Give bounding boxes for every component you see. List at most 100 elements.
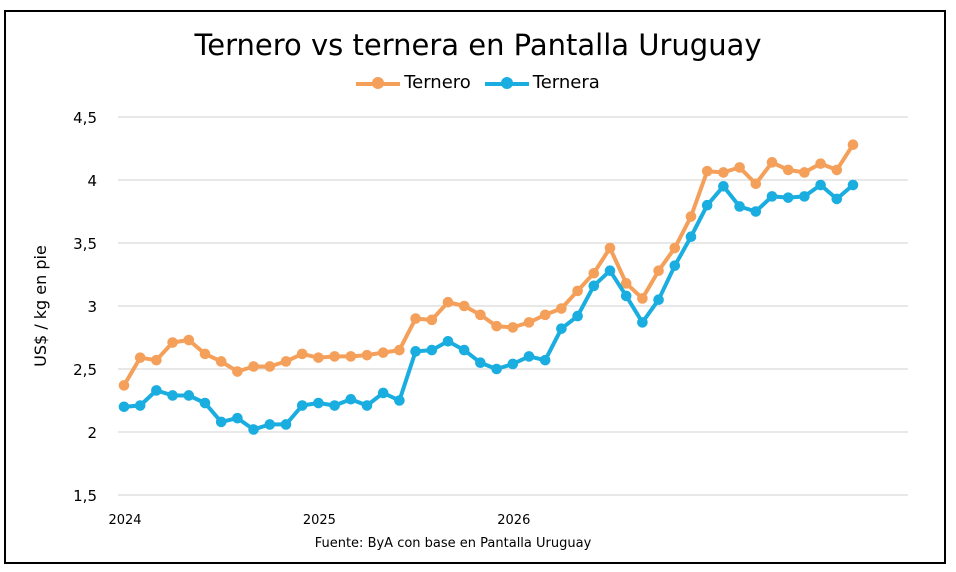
data-point-ternera [815,179,826,191]
data-point-ternera [669,260,681,271]
data-point-ternera [199,397,211,409]
data-point-ternero [313,352,324,363]
data-point-ternera [118,401,130,413]
data-point-ternero [377,347,389,358]
chart-legend: Ternero Ternera [0,72,956,93]
data-point-ternero [410,313,421,324]
data-point-ternero [507,322,519,333]
data-point-ternero [572,285,583,297]
data-point-ternera [637,317,648,328]
data-point-ternera [734,201,745,212]
data-point-ternera [183,390,195,401]
data-point-ternero [815,158,826,169]
data-point-ternera [313,397,324,409]
data-point-ternero [556,303,567,314]
data-point-ternero [539,309,551,321]
legend-label-ternero: Ternero [404,72,471,93]
data-point-ternera [572,310,583,322]
data-point-ternera [280,419,292,430]
data-point-ternero [637,293,648,304]
y-tick-label: 4,5 [73,109,97,127]
chart-source-note: Fuente: ByA con base en Pantalla Uruguay [314,536,592,551]
data-point-ternero [734,162,745,173]
data-point-ternera [426,344,438,356]
legend-marker-ternera [484,76,529,89]
y-tick-label: 3,5 [73,235,97,253]
x-tick-label: 2025 [303,513,336,528]
chart-frame [4,10,946,564]
data-point-ternero [653,265,664,277]
y-axis-label: US$ / kg en pie [31,245,50,367]
data-point-ternero [669,242,681,254]
data-point-ternero [442,296,454,308]
y-tick-label: 1,5 [73,487,97,505]
data-point-ternera [377,387,389,399]
data-point-ternero [475,309,486,321]
x-tick-label: 2026 [497,513,530,528]
data-point-ternero [620,278,632,289]
y-tick-label: 3 [87,298,97,316]
data-point-ternera [296,400,308,411]
data-point-ternero [604,242,616,254]
data-point-ternera [215,416,227,428]
data-point-ternero [199,348,211,360]
data-point-ternero [523,317,535,328]
y-tick-label: 4 [87,172,97,190]
data-point-ternera [329,400,340,411]
data-point-ternera [588,280,600,292]
data-point-ternera [799,191,810,202]
legend-item-ternero: Ternero [356,72,471,93]
data-point-ternera [345,393,357,405]
chart-title: Ternero vs ternera en Pantalla Uruguay [194,28,762,62]
data-point-ternera [248,424,259,435]
data-point-ternera [523,351,535,362]
data-point-ternero [458,300,470,312]
data-point-ternera [442,335,454,347]
data-point-ternero [345,351,357,362]
data-point-ternero [248,361,259,372]
data-point-ternero [701,165,713,177]
legend-marker-ternero [356,76,401,89]
series-line-ternero [122,142,855,388]
data-point-ternero [296,348,308,360]
data-point-ternero [750,178,762,190]
data-point-ternero [232,366,243,377]
data-point-ternera [167,390,178,401]
legend-label-ternera: Ternera [532,72,600,93]
data-point-ternero [831,164,843,176]
data-point-ternera [539,354,551,366]
x-tick-label: 2024 [108,513,141,528]
data-point-ternero [491,320,502,332]
data-point-ternero [118,380,130,391]
data-point-ternero [151,354,162,366]
data-point-ternera [847,179,859,191]
data-point-ternera [718,181,729,192]
data-point-ternero [847,139,859,151]
data-point-ternera [264,419,276,430]
data-point-ternera [151,385,162,396]
data-point-ternera [475,357,486,369]
data-point-ternero [167,337,178,348]
data-point-ternero [280,356,292,367]
data-point-ternero [394,344,405,356]
y-tick-label: 2 [87,424,97,442]
data-point-ternera [134,400,146,411]
data-point-ternero [264,361,276,372]
data-point-ternera [782,192,794,203]
data-point-ternera [507,358,519,370]
data-point-ternero [799,167,810,178]
data-point-ternera [685,231,697,242]
y-tick-label: 2,5 [73,361,97,379]
data-point-ternero [588,267,600,279]
data-point-ternero [782,164,794,176]
data-point-ternera [604,265,616,277]
data-point-ternero [361,349,373,361]
data-point-ternera [361,400,373,411]
data-point-ternera [410,346,421,357]
data-point-ternero [426,314,438,326]
data-point-ternero [134,352,146,363]
data-point-ternero [183,334,195,346]
data-point-ternera [831,193,843,205]
data-point-ternero [215,356,227,367]
